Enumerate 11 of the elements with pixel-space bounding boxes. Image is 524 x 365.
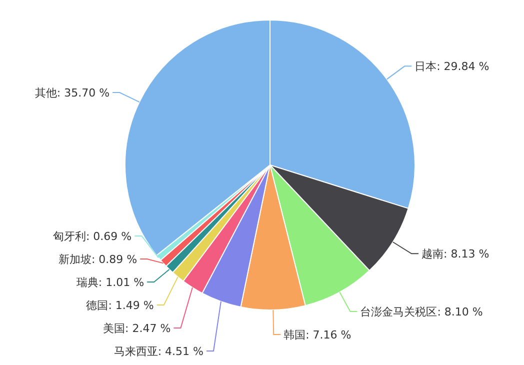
slice-label: 匈牙利: 0.69 % <box>52 230 132 243</box>
slice-label: 德国: 1.49 % <box>86 298 154 312</box>
slice-label: 马来西亚: 4.51 % <box>114 344 204 358</box>
slice-label: 其他: 35.70 % <box>34 86 110 100</box>
slice-label: 美国: 2.47 % <box>103 322 171 335</box>
slice-label: 日本: 29.84 % <box>414 60 490 74</box>
slice-label: 韩国: 7.16 % <box>284 328 352 342</box>
slice-label: 瑞典: 1.01 % <box>76 276 144 289</box>
slice-label: 越南: 8.13 % <box>422 248 490 261</box>
slice-label: 台澎金马关税区: 8.10 % <box>360 305 483 318</box>
slice-label: 新加坡: 0.89 % <box>58 252 138 266</box>
